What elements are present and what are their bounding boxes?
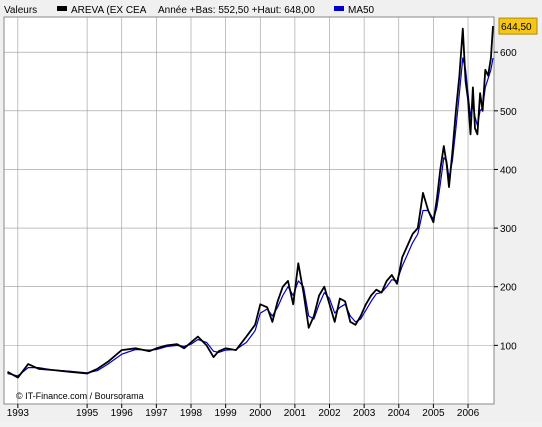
x-tick-label: 2005	[422, 408, 445, 419]
x-tick-label: 1997	[145, 408, 168, 419]
x-tick-label: 1993	[7, 408, 30, 419]
x-tick-label: 2000	[249, 408, 272, 419]
y-tick-label: 100	[500, 341, 517, 352]
x-tick-label: 2001	[284, 408, 307, 419]
x-axis: 1993 1995 1996 1997 1998 1999 2000 2001 2002 2003…	[7, 404, 480, 419]
y-axis: 100 200 300 400 500 600	[494, 48, 517, 352]
last-value-badge: 644,50	[498, 17, 538, 35]
last-value-badge-bg	[498, 17, 538, 35]
x-tick-label: 2003	[353, 408, 376, 419]
x-tick-label: 2006	[457, 408, 480, 419]
legend-range-text: Année +Bas: 552,50 +Haut: 648,00	[158, 5, 315, 16]
x-tick-label: 1995	[76, 408, 99, 419]
y-tick-label: 600	[500, 48, 517, 59]
price-line	[7, 26, 494, 379]
legend-ma-name: MA50	[348, 5, 375, 16]
legend-label: Valeurs	[4, 5, 37, 16]
legend: Valeurs AREVA (EX CEA Année +Bas: 552,50…	[4, 5, 375, 16]
legend-series-name: AREVA (EX CEA	[71, 5, 147, 16]
y-tick-label: 400	[500, 165, 517, 176]
x-tick-label: 1999	[215, 408, 238, 419]
y-tick-label: 300	[500, 224, 517, 235]
price-series-group	[7, 26, 494, 379]
x-tick-label: 1998	[180, 408, 203, 419]
last-value-label: 644,50	[501, 22, 532, 33]
footer-credit: © IT-Finance.com / Boursorama	[16, 391, 144, 401]
x-tick-label: 2004	[388, 408, 411, 419]
y-tick-label: 200	[500, 283, 517, 294]
legend-ma-swatch	[334, 6, 344, 11]
legend-price-swatch	[57, 6, 67, 11]
x-tick-label: 1996	[111, 408, 134, 419]
y-tick-label: 500	[500, 107, 517, 118]
x-tick-label: 2002	[318, 408, 341, 419]
grid-lines	[4, 17, 494, 404]
